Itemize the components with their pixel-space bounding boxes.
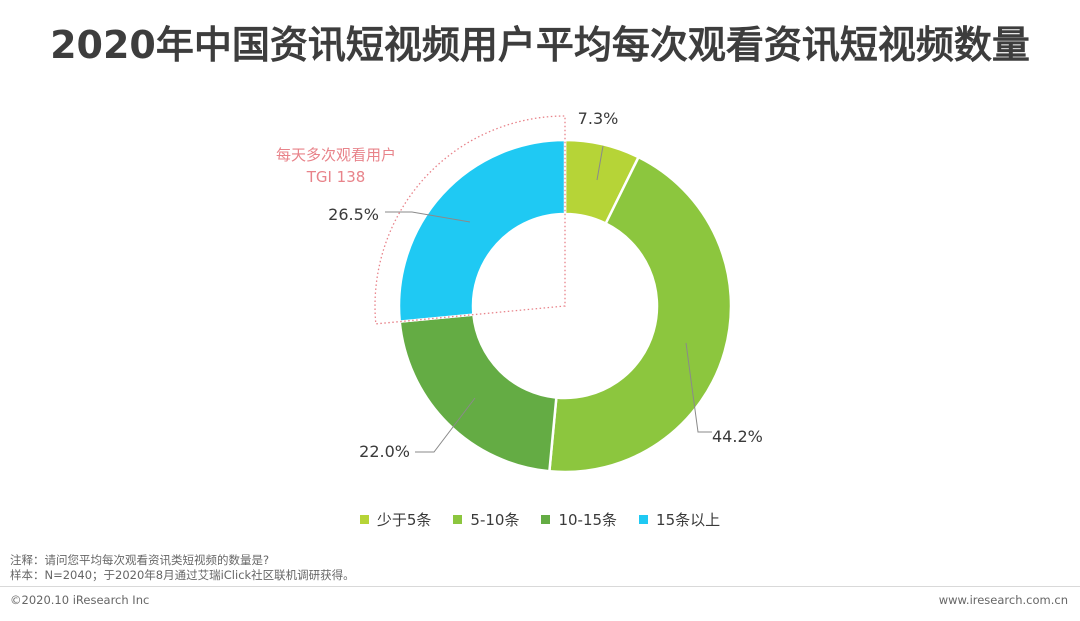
highlight-sector [374, 115, 566, 325]
legend-item-4: 15条以上 [639, 509, 720, 530]
legend-swatch-2 [453, 515, 463, 524]
leader-line-2 [685, 342, 712, 433]
data-label-2: 44.2% [712, 427, 763, 446]
leader-line-1 [596, 145, 604, 181]
footer-divider [0, 586, 1080, 587]
chart-title: 2020年中国资讯短视频用户平均每次观看资讯短视频数量 [50, 23, 1030, 67]
footnotes: 注释：请问您平均每次观看资讯类短视频的数量是? 样本：N=2040；于2020年… [10, 553, 355, 583]
note-question: 注释：请问您平均每次观看资讯类短视频的数量是? [10, 553, 270, 567]
legend-item-2: 5-10条 [453, 509, 519, 530]
legend-label-1: 少于5条 [376, 511, 432, 529]
legend-label-2: 5-10条 [470, 511, 520, 529]
data-label-3: 22.0% [359, 442, 410, 461]
legend-item-3: 10-15条 [541, 509, 617, 530]
legend-swatch-1 [359, 515, 369, 524]
data-label-4: 26.5% [328, 205, 379, 224]
legend-label-3: 10-15条 [558, 511, 618, 529]
legend-swatch-4 [639, 515, 649, 524]
slice-3 [398, 313, 558, 473]
leader-line-4 [385, 211, 471, 223]
note-sample: 样本：N=2040；于2020年8月通过艾瑞iClick社区联机调研获得。 [10, 568, 355, 582]
legend-label-4: 15条以上 [656, 511, 721, 529]
website-text: www.iresearch.com.cn [938, 593, 1068, 607]
chart-legend: 少于5条 5-10条 10-15条 15条以上 [0, 509, 1080, 530]
leader-line-3 [415, 397, 476, 453]
data-label-1: 7.3% [578, 109, 619, 128]
slice-4 [397, 138, 567, 323]
legend-swatch-3 [541, 515, 551, 524]
copyright-text: ©2020.10 iResearch Inc [10, 593, 150, 607]
legend-item-1: 少于5条 [359, 509, 432, 530]
slice-2 [548, 155, 733, 474]
annotation-line2: TGI 138 [306, 168, 366, 186]
annotation-line1: 每天多次观看用户 [276, 146, 396, 164]
